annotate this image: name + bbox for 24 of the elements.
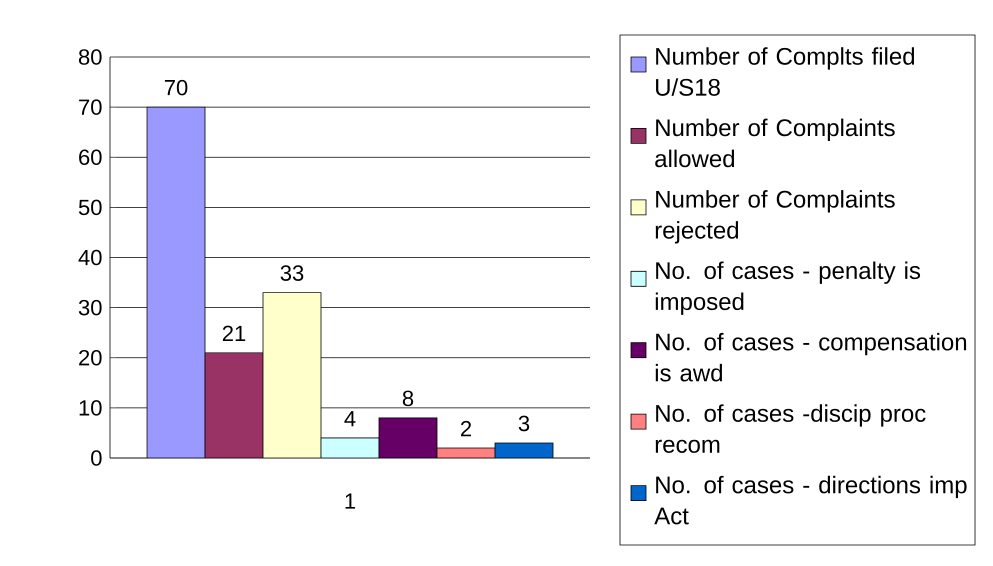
data-label: 33 [280, 265, 304, 281]
data-label: 3 [518, 416, 530, 432]
y-tick-label: 40 [78, 250, 102, 266]
legend-label: Number of Complts filed U/S18 [656, 47, 914, 96]
data-label: 4 [344, 411, 356, 426]
y-tick-label: 70 [79, 99, 102, 115]
y-tick-label: 30 [78, 300, 102, 316]
data-label: 2 [461, 420, 472, 436]
legend-label: Number of Complaints allowed [655, 118, 895, 168]
legend-label: No. of cases - directions imp Act [654, 476, 967, 524]
data-label: 21 [222, 326, 246, 342]
y-tick-label: 0 [91, 450, 102, 466]
y-tick-label: 10 [80, 400, 102, 416]
y-tick-label: 20 [79, 350, 102, 366]
y-tick-label: 80 [78, 49, 102, 65]
y-tick-label: 60 [79, 149, 102, 166]
data-label: 70 [164, 80, 188, 96]
legend-label: Number of Complaints rejected [656, 190, 895, 244]
legend-label: No. of cases - penalty is imposed [656, 261, 920, 315]
legend-label: No. of cases - compensation is awd [656, 332, 966, 382]
x-tick-label: 1 [346, 494, 356, 509]
data-label: 8 [402, 390, 414, 406]
y-tick-label: 50 [78, 200, 102, 216]
legend-label: No. of cases -discip proc recom [656, 404, 926, 453]
